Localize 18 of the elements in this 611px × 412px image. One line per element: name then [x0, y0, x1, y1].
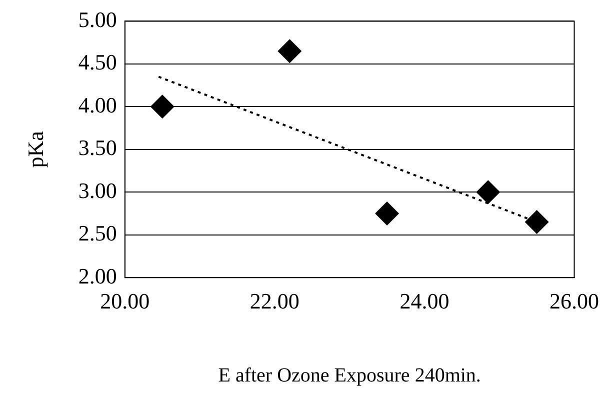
- point: [278, 39, 302, 64]
- point: [375, 202, 400, 226]
- y-tick-label: 4.50: [78, 50, 117, 75]
- point: [524, 210, 549, 234]
- x-tick-label: 26.00: [550, 288, 599, 314]
- y-tick-label: 3.50: [78, 135, 117, 160]
- y-tick-label: 2.00: [78, 263, 117, 288]
- y-tick-label: 3.00: [78, 178, 117, 203]
- x-tick-label: 20.00: [100, 288, 150, 314]
- x-tick-label: 24.00: [400, 288, 450, 314]
- y-tick-label: 4.00: [78, 92, 117, 118]
- y-tick-label: 5.00: [78, 6, 117, 32]
- x-tick-label: 22.00: [250, 288, 300, 314]
- point: [150, 94, 174, 119]
- point: [476, 180, 500, 204]
- x-axis-title: E after Ozone Exposure 240min.: [218, 364, 481, 386]
- y-axis-title: pKa: [22, 130, 48, 168]
- y-tick-label: 2.50: [78, 220, 117, 246]
